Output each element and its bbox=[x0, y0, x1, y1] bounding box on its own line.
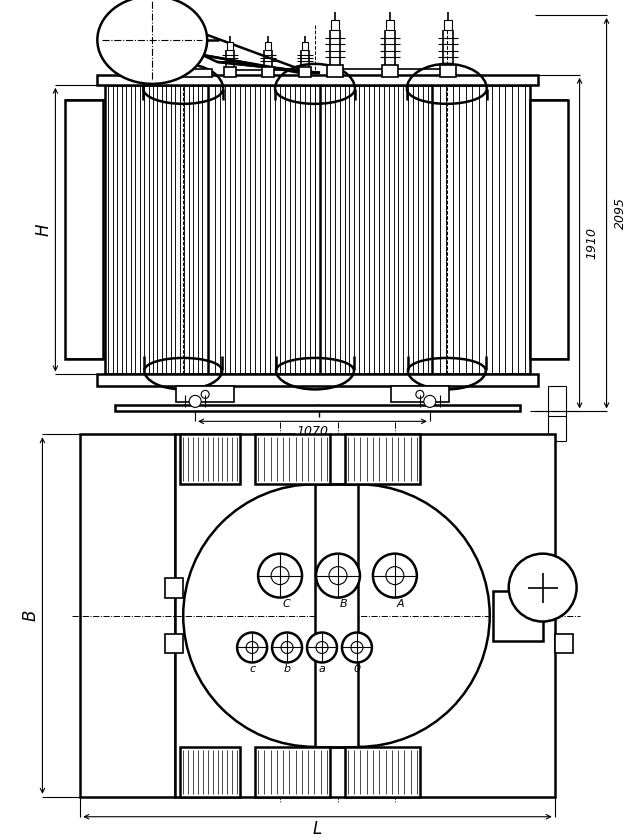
Bar bbox=[345, 434, 420, 484]
Circle shape bbox=[271, 567, 289, 585]
Bar bbox=[180, 434, 240, 484]
Bar bbox=[176, 386, 234, 402]
Circle shape bbox=[316, 642, 328, 654]
Bar bbox=[345, 747, 420, 797]
Bar bbox=[530, 100, 567, 360]
Bar bbox=[391, 386, 449, 402]
Text: c: c bbox=[249, 664, 255, 675]
Bar bbox=[65, 100, 104, 360]
Text: 1070: 1070 bbox=[296, 425, 328, 438]
Text: L: L bbox=[313, 820, 322, 837]
Text: B: B bbox=[340, 599, 348, 608]
Text: B: B bbox=[22, 610, 40, 622]
Ellipse shape bbox=[97, 0, 207, 84]
Bar bbox=[166, 633, 183, 654]
Text: A: A bbox=[397, 599, 404, 608]
Bar bbox=[386, 20, 394, 30]
Circle shape bbox=[351, 642, 363, 654]
Circle shape bbox=[373, 554, 417, 597]
Circle shape bbox=[307, 633, 337, 663]
Circle shape bbox=[342, 633, 372, 663]
Bar bbox=[175, 434, 555, 797]
Bar bbox=[555, 633, 573, 654]
Bar bbox=[265, 42, 271, 50]
Circle shape bbox=[237, 633, 267, 663]
Text: H: H bbox=[35, 223, 52, 236]
Text: 1910: 1910 bbox=[585, 227, 598, 259]
Circle shape bbox=[329, 567, 347, 585]
Bar bbox=[162, 69, 212, 77]
Circle shape bbox=[272, 633, 302, 663]
Bar bbox=[299, 67, 311, 77]
Circle shape bbox=[509, 554, 576, 622]
Text: a: a bbox=[319, 664, 325, 675]
Text: 2095: 2095 bbox=[614, 197, 627, 229]
Bar bbox=[493, 591, 543, 641]
Bar bbox=[97, 75, 537, 85]
Circle shape bbox=[386, 567, 404, 585]
Circle shape bbox=[258, 554, 302, 597]
Text: b: b bbox=[284, 664, 291, 675]
Bar bbox=[255, 747, 330, 797]
Circle shape bbox=[316, 554, 360, 597]
Circle shape bbox=[281, 642, 293, 654]
Bar bbox=[555, 578, 573, 597]
Bar bbox=[440, 65, 456, 77]
Bar bbox=[327, 65, 343, 77]
Bar bbox=[331, 20, 339, 30]
Bar bbox=[255, 434, 330, 484]
Bar bbox=[262, 67, 274, 77]
Bar bbox=[81, 434, 175, 797]
Circle shape bbox=[416, 391, 424, 398]
Text: C: C bbox=[282, 599, 290, 608]
Bar bbox=[115, 406, 520, 412]
Bar bbox=[314, 484, 358, 747]
Circle shape bbox=[246, 642, 258, 654]
Bar bbox=[105, 85, 530, 375]
Circle shape bbox=[424, 396, 436, 407]
Polygon shape bbox=[202, 55, 320, 73]
Bar bbox=[180, 747, 240, 797]
Bar bbox=[97, 375, 537, 386]
Bar bbox=[444, 20, 452, 30]
Circle shape bbox=[201, 391, 209, 398]
Bar bbox=[227, 42, 233, 50]
Bar bbox=[382, 65, 398, 77]
Bar bbox=[224, 67, 236, 77]
Bar bbox=[166, 578, 183, 597]
Bar bbox=[302, 42, 308, 50]
Text: 0: 0 bbox=[353, 664, 360, 675]
Circle shape bbox=[189, 396, 201, 407]
